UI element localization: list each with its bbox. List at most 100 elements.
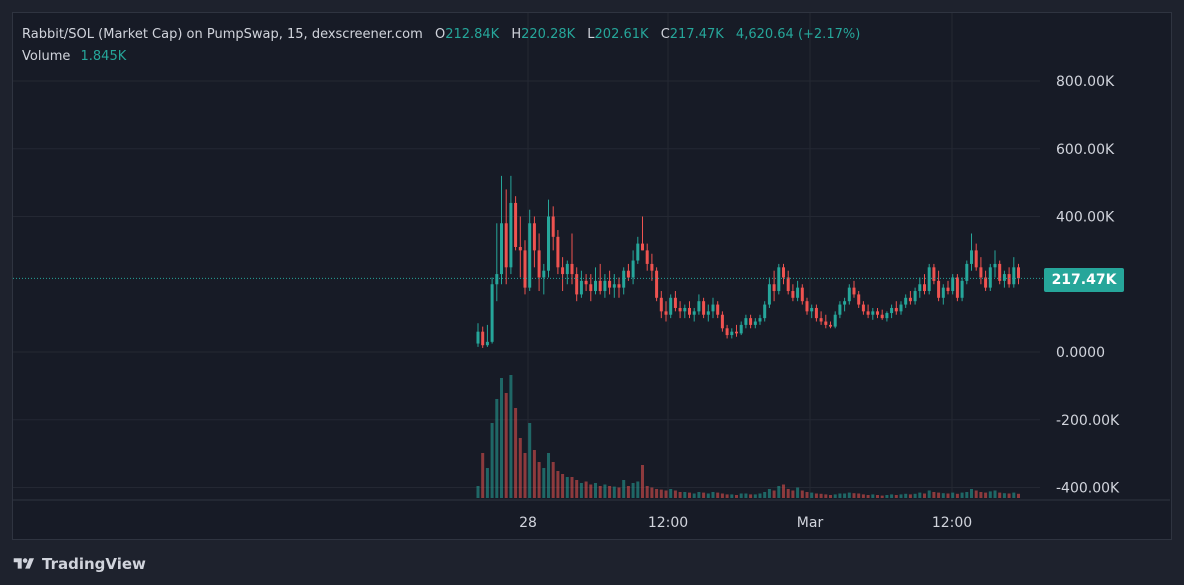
volume-bar: [495, 399, 499, 498]
candle-body: [509, 202, 513, 268]
candle-body: [833, 314, 837, 327]
candle-body: [655, 270, 659, 298]
candle-body: [1017, 267, 1020, 279]
volume-bar: [857, 493, 861, 498]
candle-body: [645, 250, 649, 264]
volume-label: Volume: [22, 49, 71, 64]
volume-bar: [880, 495, 884, 498]
candle-body: [735, 331, 738, 334]
candle-body: [955, 277, 959, 298]
volume-value: 1.845K: [80, 49, 127, 64]
candle-body: [664, 311, 668, 315]
volume-bar: [626, 486, 630, 498]
candle-body: [805, 301, 809, 312]
volume-bar: [739, 493, 743, 498]
volume-bar: [594, 483, 597, 498]
candle-body: [617, 284, 621, 288]
volume-bar: [735, 495, 738, 498]
volume-bar: [876, 495, 879, 498]
x-tick-label: Mar: [797, 515, 824, 531]
candle-body: [641, 243, 644, 251]
last-price-tag: 217.47K: [1044, 268, 1124, 292]
low-value: 202.61K: [594, 27, 649, 42]
candle-body: [918, 284, 922, 292]
candle-body: [551, 216, 555, 237]
volume-bars: [476, 375, 1020, 498]
volume-bar: [899, 494, 903, 498]
volume-bar: [523, 453, 527, 498]
volume-bar: [683, 492, 687, 498]
volume-bar: [908, 494, 912, 498]
volume-bar: [800, 490, 804, 498]
volume-bar: [814, 493, 818, 498]
candle-body: [800, 287, 804, 302]
candle-body: [876, 311, 879, 315]
volume-bar: [932, 492, 936, 498]
candle-body: [796, 287, 800, 298]
candle-body: [495, 274, 499, 285]
volume-bar: [758, 493, 762, 498]
footer-brand[interactable]: TradingView: [12, 552, 146, 576]
candle-body: [937, 280, 941, 298]
candle-body: [547, 216, 550, 271]
volume-bar: [871, 494, 875, 498]
volume-bar: [608, 486, 612, 498]
volume-bar: [763, 492, 767, 498]
candle-body: [669, 297, 673, 315]
candle-body: [688, 307, 691, 315]
candle-body: [749, 318, 753, 325]
volume-bar: [518, 438, 522, 498]
candle-body: [485, 341, 489, 346]
volume-bar: [720, 493, 724, 498]
volume-bar: [669, 489, 673, 498]
candle-body: [880, 314, 884, 319]
low-label: L: [587, 27, 595, 42]
candle-body: [565, 263, 569, 275]
volume-bar: [645, 486, 649, 498]
x-tick-label: 12:00: [932, 515, 972, 531]
volume-bar: [993, 490, 997, 498]
candle-body: [706, 311, 710, 315]
volume-bar: [937, 492, 941, 498]
x-tick-label: 28: [519, 515, 537, 531]
candle-body: [673, 297, 677, 308]
candle-body: [923, 284, 926, 292]
volume-bar: [960, 492, 964, 498]
volume-bar: [1007, 493, 1011, 498]
volume-bar: [598, 486, 602, 498]
volume-bar: [612, 486, 616, 498]
volume-bar: [984, 492, 988, 498]
volume-bar: [481, 453, 485, 498]
volume-bar: [485, 468, 489, 498]
volume-bar: [772, 490, 776, 498]
candle-body: [824, 321, 828, 325]
y-tick-label: -400.00K: [1056, 481, 1120, 497]
candle-body: [528, 223, 532, 288]
footer-brand-label: TradingView: [42, 555, 146, 573]
volume-bar: [565, 477, 569, 498]
volume-bar: [692, 493, 696, 498]
volume-bar: [504, 393, 508, 498]
candle-body: [730, 331, 734, 336]
candle-body: [720, 314, 724, 329]
candle-body: [716, 304, 720, 315]
volume-bar: [810, 492, 814, 498]
candle-body: [702, 301, 706, 315]
candle-body: [504, 223, 508, 268]
x-tick-label: 12:00: [648, 515, 688, 531]
tradingview-logo-icon: [13, 558, 34, 569]
legend-row-ohlc: Rabbit/SOL (Market Cap) on PumpSwap, 15,…: [22, 24, 860, 46]
volume-bar: [988, 491, 992, 498]
candle-body: [598, 280, 602, 292]
candle-body: [814, 307, 818, 319]
volume-bar: [664, 490, 668, 498]
high-value: 220.28K: [521, 27, 576, 42]
volume-bar: [829, 495, 832, 498]
candle-body: [514, 202, 518, 247]
candle-body: [913, 291, 917, 302]
volume-bar: [579, 483, 583, 498]
candle-body: [951, 277, 955, 292]
candle-body: [518, 246, 522, 251]
volume-bar: [998, 492, 1002, 498]
